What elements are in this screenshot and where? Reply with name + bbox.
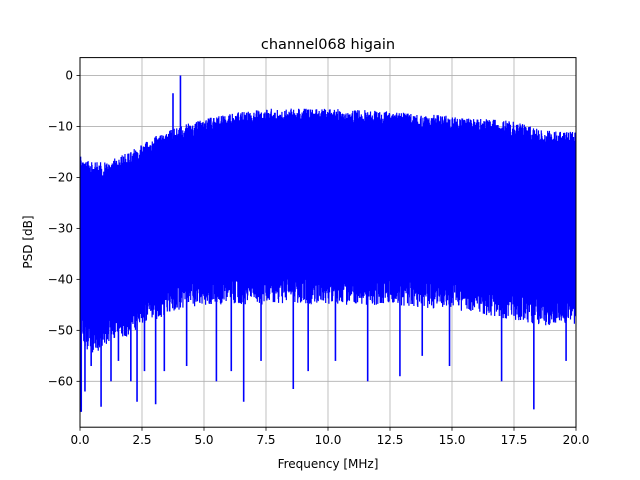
x-axis-ticks: 0.0 2.5 5.0 7.5 10.0 12.5 15.0 17.5 20.0: [70, 427, 589, 447]
x-tick-label: 5.0: [194, 433, 213, 447]
y-tick-label: −50: [48, 324, 73, 338]
psd-dense-band: [80, 123, 576, 326]
x-axis-label: Frequency [MHz]: [278, 457, 379, 471]
plot-area: [80, 75, 576, 412]
y-axis-ticks: 0 −10 −20 −30 −40 −50 −60: [48, 69, 80, 389]
y-tick-label: −20: [48, 171, 73, 185]
x-tick-label: 0.0: [70, 433, 89, 447]
y-tick-label: −10: [48, 120, 73, 134]
x-tick-label: 2.5: [132, 433, 151, 447]
y-tick-label: 0: [65, 69, 73, 83]
x-tick-label: 15.0: [439, 433, 466, 447]
y-tick-label: −30: [48, 222, 73, 236]
x-tick-label: 17.5: [501, 433, 528, 447]
series-psd: [80, 75, 576, 412]
x-tick-label: 10.0: [315, 433, 342, 447]
y-axis-label: PSD [dB]: [21, 215, 35, 268]
y-tick-label: −40: [48, 273, 73, 287]
y-tick-label: −60: [48, 375, 73, 389]
x-tick-label: 12.5: [377, 433, 404, 447]
chart-title: channel068 higain: [261, 37, 395, 53]
x-tick-label: 20.0: [563, 433, 590, 447]
x-tick-label: 7.5: [256, 433, 275, 447]
